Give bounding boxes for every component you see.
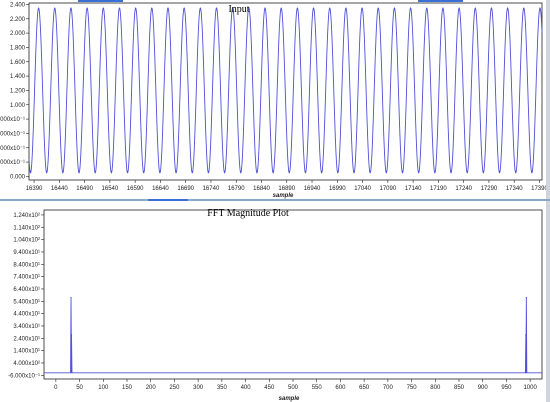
y-tick-label: 8.400x10¹	[13, 262, 40, 268]
x-tick-label: 0	[54, 385, 58, 391]
top-scroll-marker-right[interactable]	[418, 0, 463, 2]
y-tick-label: 2.400	[10, 2, 26, 8]
input-signal-line	[28, 7, 543, 174]
fft-chart-xlabel: sample	[279, 396, 300, 402]
x-tick-label: 16590	[127, 186, 144, 192]
y-tick-label: 1.140x10²	[13, 225, 40, 231]
x-tick-label: 17190	[430, 186, 447, 192]
y-tick-label: 1.600	[10, 60, 26, 66]
x-tick-label: 16540	[102, 186, 119, 192]
x-tick-label: 950	[501, 385, 512, 391]
x-tick-label: 16890	[278, 186, 295, 192]
input-chart-panel: sample 16390 16440 16490 16540 16590 16640 166…	[0, 0, 550, 199]
x-tick-label: 200	[146, 385, 157, 391]
top-scroll-marker-left[interactable]	[78, 0, 123, 2]
x-tick-label: 250	[169, 385, 180, 391]
x-tick-label: 900	[478, 385, 489, 391]
input-chart-title: Input	[228, 4, 249, 15]
x-tick-label: 1000	[523, 385, 537, 391]
x-tick-label: 16840	[253, 186, 270, 192]
fft-peak-point	[525, 333, 527, 336]
input-chart: sample 16390 16440 16490 16540 16590 16640 166…	[0, 2, 546, 199]
x-tick-label: 150	[122, 385, 133, 391]
y-tick-label: 1.040x10²	[13, 238, 40, 244]
x-tick-label: 650	[359, 385, 370, 391]
x-tick-label: 700	[383, 385, 394, 391]
fft-chart-title: FFT Magnitude Plot	[207, 208, 289, 219]
x-tick-label: 750	[407, 385, 418, 391]
y-tick-label: 1.200	[10, 88, 26, 94]
x-tick-label: 17140	[405, 186, 422, 192]
y-tick-label: 4.400x10¹	[13, 312, 40, 318]
fft-peak-point	[70, 333, 73, 336]
x-tick-label: 300	[193, 385, 204, 391]
fft-chart: FFT Magnitude Plot sample 0 50 100 150 200 25…	[8, 208, 543, 402]
x-tick-label: 850	[454, 385, 465, 391]
panel-divider[interactable]	[0, 199, 550, 201]
plot-frame	[43, 209, 543, 380]
x-tick-label: 16940	[304, 186, 321, 192]
x-tick-label: 800	[430, 385, 441, 391]
y-tick-label: 2.000	[10, 31, 26, 37]
x-tick-label: 500	[288, 385, 299, 391]
x-tick-label: 550	[312, 385, 323, 391]
x-tick-label: 16990	[329, 186, 346, 192]
x-tick-label: 100	[98, 385, 109, 391]
fft-peak-point	[525, 296, 527, 299]
panel-right-edge-bottom	[546, 201, 550, 402]
x-tick-label: 16440	[51, 186, 68, 192]
y-tick-label: 5.400x10¹	[13, 299, 40, 305]
y-tick-label: 1.000	[10, 103, 26, 109]
x-tick-label: 17340	[506, 186, 523, 192]
y-tick-label: 8.000x10⁻¹	[0, 117, 25, 123]
y-tick-label: 1.400x10¹	[13, 349, 40, 355]
fft-peak-point	[70, 296, 72, 299]
y-tick-label: 7.400x10¹	[13, 275, 40, 281]
x-tick-label: 16490	[76, 186, 93, 192]
x-tick-label: 16790	[228, 186, 245, 192]
x-tick-label: 600	[335, 385, 346, 391]
y-tick-label: 9.400x10¹	[13, 250, 40, 256]
y-tick-label: -6.000x10⁻¹	[8, 373, 40, 379]
x-tick-label: 17240	[455, 186, 472, 192]
y-tick-label: 0.000	[10, 174, 26, 180]
divider-scroll-marker[interactable]	[148, 199, 188, 201]
y-tick-label: 6.000x10⁻¹	[0, 131, 25, 137]
x-tick-label: 50	[76, 385, 83, 391]
y-tick-label: 2.200	[10, 17, 26, 23]
x-tick-label: 17290	[481, 186, 498, 192]
fft-magnitude-line	[44, 297, 542, 374]
y-tick-label: 1.800	[10, 45, 26, 51]
y-tick-label: 6.400x10¹	[13, 287, 40, 293]
panel-right-edge	[546, 0, 550, 199]
input-chart-xlabel: sample	[273, 193, 294, 199]
plot-frame	[28, 2, 543, 181]
y-tick-label: 1.240x10²	[13, 213, 40, 219]
x-tick-label: 16390	[26, 186, 43, 192]
x-tick-label: 400	[241, 385, 252, 391]
x-tick-label: 17040	[354, 186, 371, 192]
y-tick-label: 3.400x10¹	[13, 324, 40, 330]
fft-chart-panel: FFT Magnitude Plot sample 0 50 100 150 200 25…	[0, 201, 550, 402]
x-tick-label: 16690	[177, 186, 194, 192]
y-tick-label: 4.000x10²	[13, 361, 40, 367]
x-tick-label: 350	[217, 385, 228, 391]
y-tick-label: 2.400x10¹	[13, 336, 40, 342]
x-tick-label: 450	[264, 385, 275, 391]
x-tick-label: 17090	[380, 186, 397, 192]
y-tick-label: 1.400	[10, 74, 26, 80]
x-tick-label: 16640	[152, 186, 169, 192]
y-tick-label: 4.000x10⁻¹	[0, 146, 25, 152]
y-tick-label: 2.000x10⁻¹	[0, 160, 25, 166]
x-tick-label: 16740	[203, 186, 220, 192]
